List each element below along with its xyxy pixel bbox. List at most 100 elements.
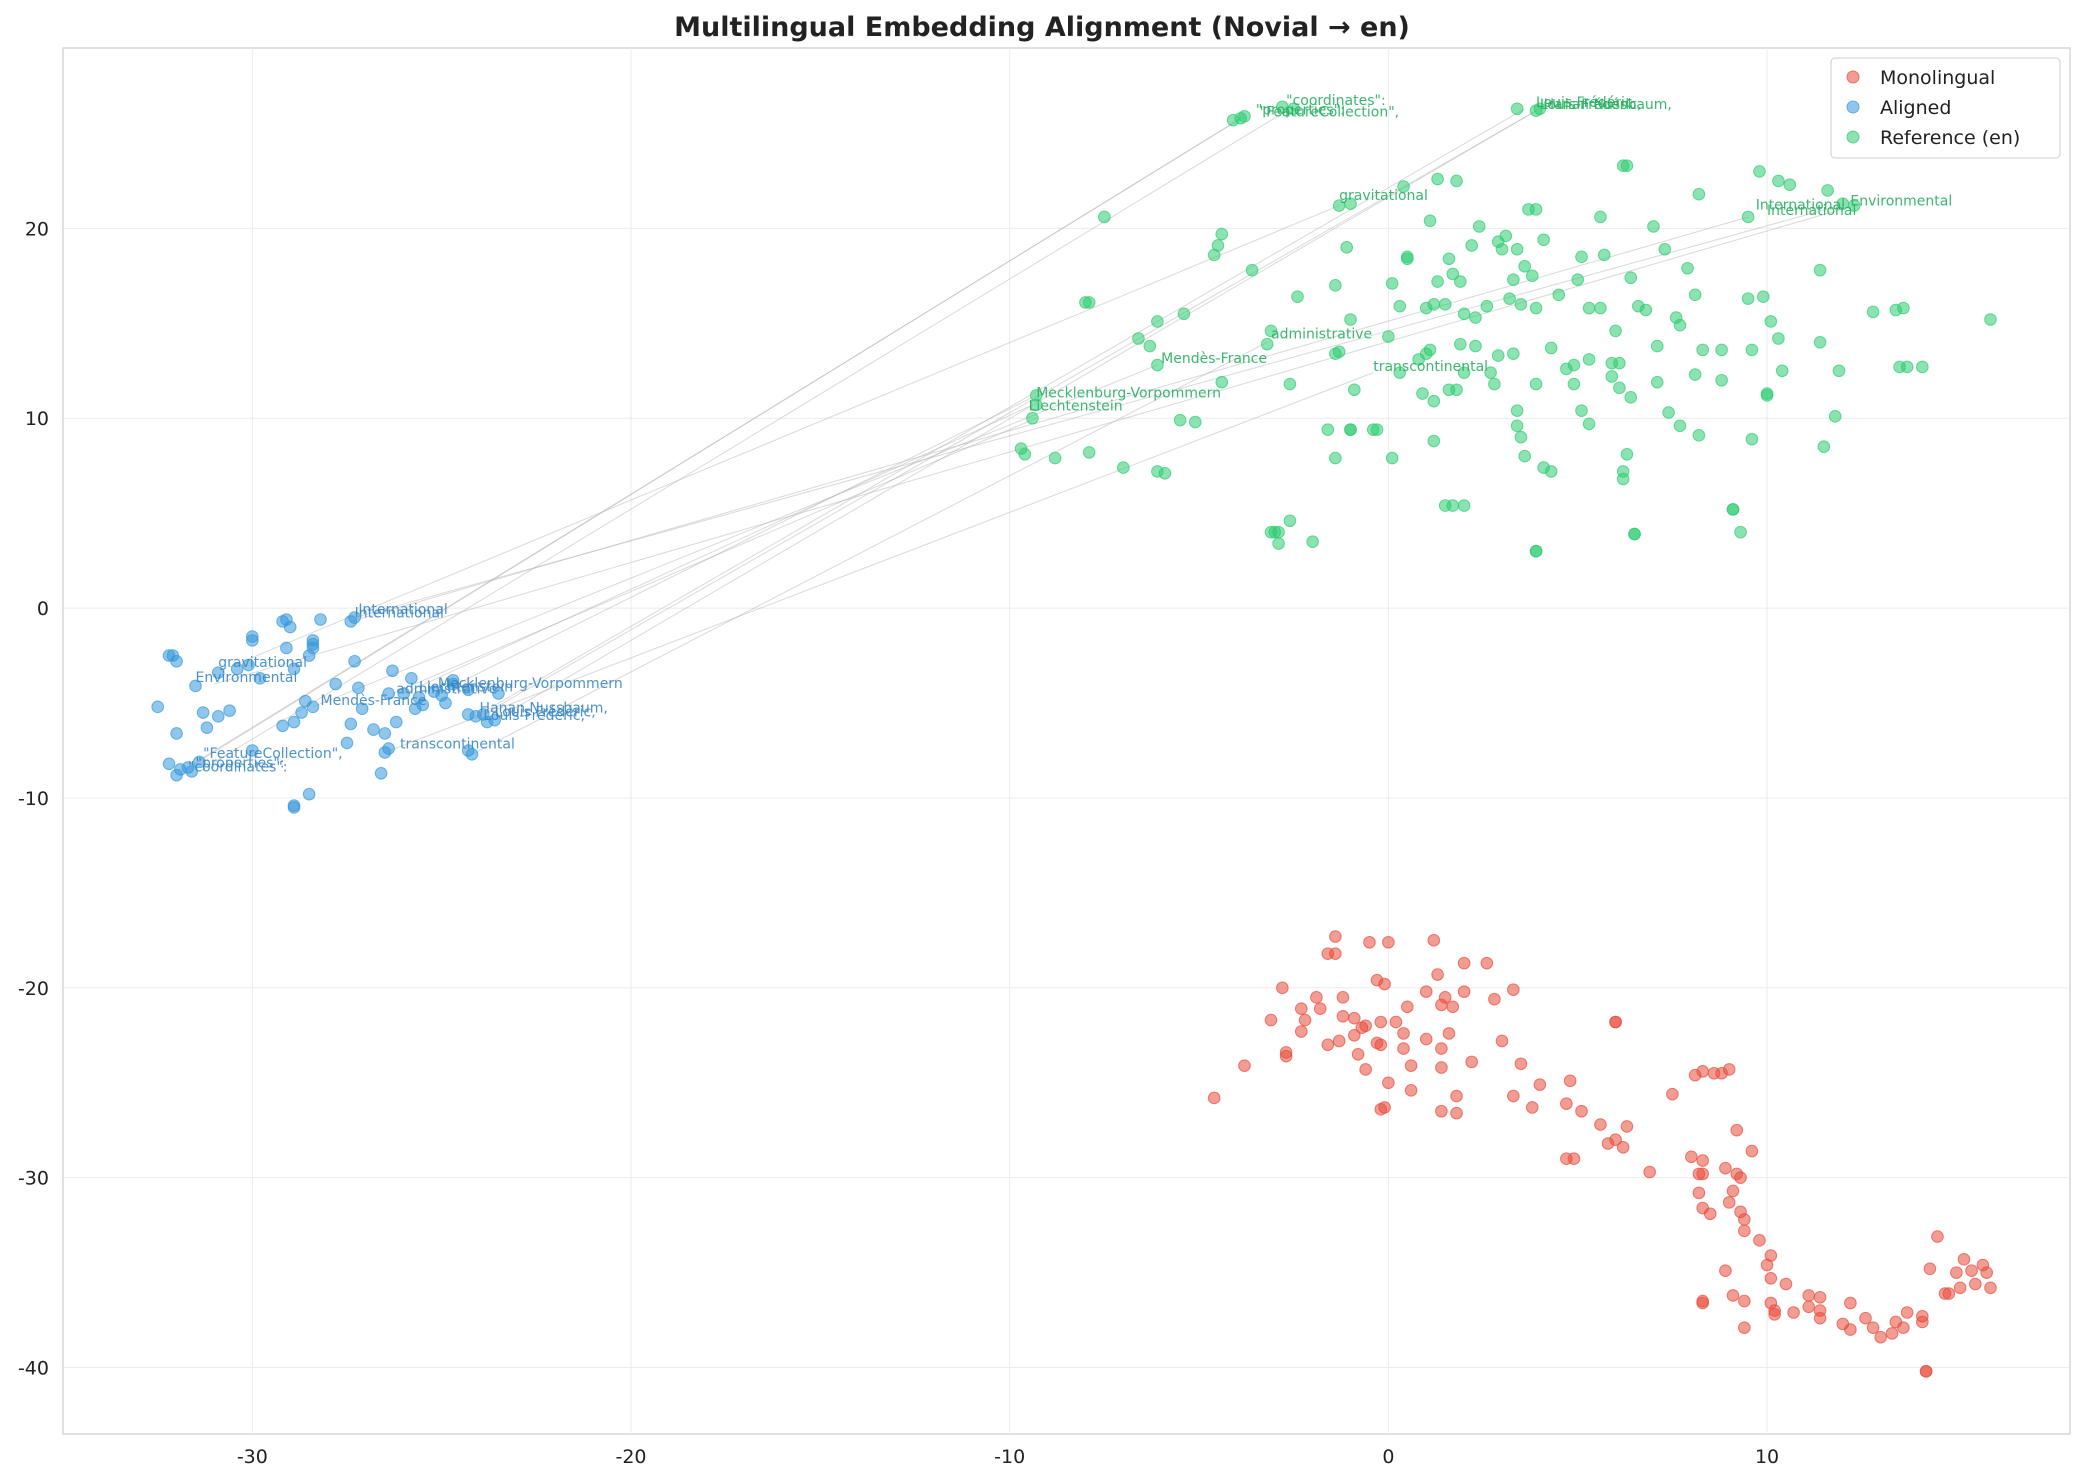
point-monolingual [1953, 1281, 1967, 1295]
point-reference-en [1423, 214, 1437, 228]
point-aligned [302, 649, 316, 662]
point-monolingual [1457, 985, 1471, 998]
point-reference-en [1117, 461, 1130, 474]
annotation-label: Environmental [196, 670, 298, 686]
annotation-label: "properties": [196, 756, 285, 772]
point-reference-en [1916, 360, 1929, 374]
point-reference-en [1454, 275, 1467, 288]
point-reference-en [1734, 525, 1747, 539]
point-monolingual [1802, 1289, 1816, 1302]
point-aligned [189, 679, 202, 693]
y-tick-label: -20 [18, 978, 49, 1000]
point-reference-en [1018, 448, 1032, 461]
legend-label-reference: Reference (en) [1880, 127, 2020, 149]
point-reference-en [1692, 429, 1706, 442]
point-aligned [287, 801, 301, 814]
point-aligned [283, 620, 297, 634]
point-monolingual [1431, 968, 1444, 981]
point-reference-en [1488, 377, 1501, 391]
point-reference-en [1026, 411, 1039, 425]
point-reference-en [1491, 349, 1505, 362]
point-reference-en [1673, 318, 1687, 332]
point-monolingual [1813, 1290, 1827, 1304]
point-monolingual [1692, 1186, 1706, 1200]
point-aligned [151, 700, 164, 714]
point-aligned [242, 658, 255, 672]
point-monolingual [1435, 1061, 1448, 1074]
point-aligned [246, 744, 259, 757]
point-reference-en [1813, 263, 1827, 277]
point-monolingual [1643, 1165, 1656, 1179]
point-aligned [185, 765, 199, 778]
point-monolingual [1427, 934, 1441, 947]
point-monolingual [1382, 935, 1395, 949]
point-monolingual [1696, 1154, 1709, 1167]
legend-marker-aligned [1846, 100, 1860, 114]
point-reference-en [1897, 301, 1910, 315]
point-aligned [329, 677, 342, 691]
point-monolingual [1207, 1091, 1221, 1105]
x-tick-label: -10 [994, 1446, 1025, 1468]
point-monolingual [1813, 1311, 1827, 1325]
point-monolingual [1984, 1281, 1997, 1295]
point-aligned [488, 713, 501, 727]
point-monolingual [1507, 1089, 1520, 1103]
chart-title: Multilingual Embedding Alignment (Novial… [674, 12, 1410, 43]
point-monolingual [1351, 1047, 1365, 1061]
point-monolingual [1620, 1120, 1634, 1133]
point-reference-en [1575, 404, 1588, 417]
point-monolingual [1722, 1196, 1736, 1209]
point-reference-en [1745, 432, 1759, 446]
point-reference-en [1510, 102, 1524, 116]
point-reference-en [1215, 375, 1229, 389]
point-reference-en [1529, 377, 1543, 391]
point-monolingual [1719, 1264, 1732, 1278]
point-reference-en [1624, 391, 1638, 404]
data-points [151, 100, 1997, 1378]
alignment-line [229, 205, 1340, 668]
point-reference-en [1177, 307, 1191, 321]
point-reference-en [1692, 187, 1706, 201]
point-reference-en [1264, 324, 1278, 338]
point-monolingual [1488, 992, 1501, 1006]
alignment-line [483, 108, 1541, 715]
point-monolingual [1419, 985, 1433, 998]
point-aligned [378, 727, 392, 740]
point-reference-en [1423, 343, 1437, 357]
point-aligned [405, 672, 418, 685]
point-monolingual [1726, 1289, 1740, 1302]
alignment-line [475, 108, 1525, 717]
annotation-label: transcontinental [1373, 359, 1488, 375]
point-monolingual [1969, 1277, 1982, 1291]
point-reference-en [1329, 279, 1342, 292]
point-monolingual [1844, 1323, 1857, 1336]
point-monolingual [1734, 1171, 1747, 1184]
y-axis-ticks: 20 10 0 -10 -20 -30 -40 [18, 218, 49, 1379]
alignment-line [191, 117, 1241, 767]
point-reference-en [1567, 377, 1581, 391]
point-monolingual [1313, 1002, 1327, 1016]
point-monolingual [1465, 1055, 1478, 1069]
point-monolingual [1738, 1321, 1751, 1334]
point-monolingual [1435, 1104, 1448, 1118]
point-reference-en [1817, 440, 1831, 454]
point-aligned [280, 641, 293, 655]
point-reference-en [1741, 210, 1755, 224]
point-aligned [348, 611, 361, 624]
point-aligned [340, 736, 354, 750]
annotation-label: International [355, 606, 444, 622]
point-reference-en [1741, 292, 1755, 305]
point-reference-en [1529, 544, 1543, 558]
point-monolingual [1382, 1076, 1395, 1090]
point-monolingual [1942, 1287, 1956, 1300]
alignment-line [312, 364, 1158, 708]
point-reference-en [1866, 305, 1880, 319]
alignment-lines [191, 108, 1855, 772]
point-monolingual [1404, 1059, 1418, 1072]
point-reference-en [1446, 267, 1460, 281]
point-monolingual [1900, 1306, 1914, 1319]
point-aligned [348, 654, 361, 668]
point-reference-en [1173, 413, 1187, 427]
point-reference-en [1772, 332, 1785, 345]
point-monolingual [1874, 1330, 1887, 1344]
